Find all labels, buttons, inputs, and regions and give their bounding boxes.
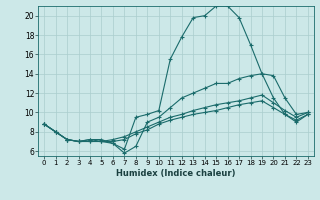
X-axis label: Humidex (Indice chaleur): Humidex (Indice chaleur) bbox=[116, 169, 236, 178]
